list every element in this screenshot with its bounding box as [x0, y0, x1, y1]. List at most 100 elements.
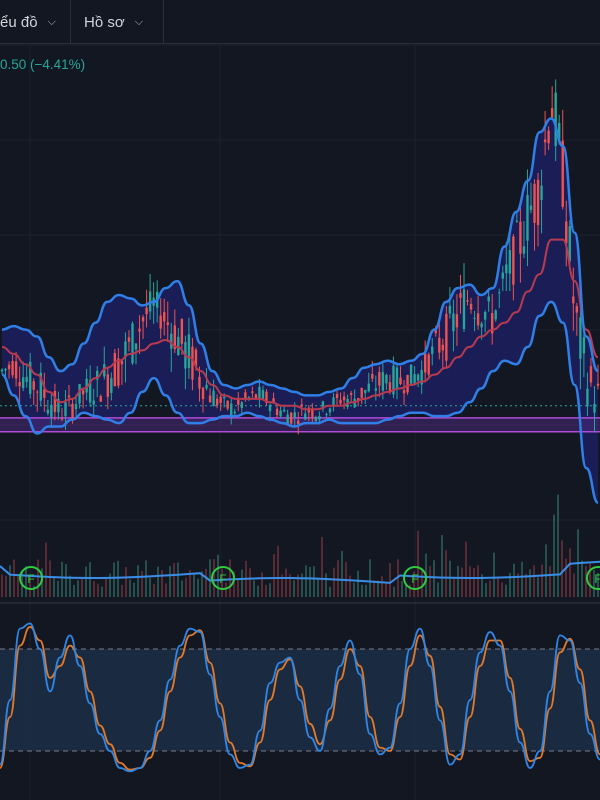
volume-bar: [201, 571, 203, 597]
candle-body: [529, 205, 533, 210]
candle-body: [21, 377, 25, 389]
candle-body: [67, 395, 71, 398]
volume-bar: [553, 514, 555, 597]
tab-chart[interactable]: ểu đồ ⌵: [0, 0, 56, 44]
tab-divider: [163, 0, 164, 44]
candle-body: [194, 349, 198, 367]
volume-bar: [173, 563, 175, 597]
candle-body: [381, 372, 385, 391]
volume-bar: [485, 583, 487, 597]
volume-bar: [393, 586, 395, 597]
price-pane[interactable]: [0, 79, 600, 504]
volume-bar: [117, 560, 119, 597]
candle-body: [159, 315, 162, 329]
stochastic-pane[interactable]: [0, 622, 600, 773]
volume-bar: [197, 578, 199, 597]
volume-bar: [285, 568, 287, 597]
volume-bar: [185, 577, 187, 597]
volume-bar: [473, 568, 475, 597]
tab-profile[interactable]: Hồ sơ ⌵: [84, 0, 143, 44]
candle-body: [71, 403, 74, 419]
candle-body: [526, 194, 529, 241]
candle-body: [293, 412, 296, 418]
candle-body: [282, 409, 286, 412]
volume-bar: [561, 540, 563, 597]
candle-body: [7, 364, 11, 370]
volume-bar: [369, 559, 371, 597]
volume-bar: [385, 583, 387, 597]
volume-bar: [449, 560, 451, 597]
candle-body: [508, 250, 512, 274]
volume-ma-line: [0, 560, 600, 584]
candle-body: [332, 397, 335, 407]
candle-body: [4, 368, 7, 371]
volume-bar: [405, 583, 407, 597]
volume-bar: [193, 574, 195, 597]
chevron-down-icon[interactable]: ⌵: [47, 15, 56, 28]
volume-bar: [469, 566, 471, 597]
bollinger-basis: [1, 238, 599, 411]
earnings-marker-label: F: [219, 572, 226, 586]
volume-bar: [365, 584, 367, 597]
volume-bar: [17, 574, 19, 597]
earnings-marker-icon: [211, 566, 235, 590]
candle-body: [392, 365, 395, 395]
volume-bar: [301, 573, 303, 597]
volume-bar: [217, 554, 219, 597]
volume-bar: [141, 570, 143, 597]
volume-bar: [53, 576, 55, 597]
volume-bar: [225, 582, 227, 597]
volume-bar: [277, 545, 279, 597]
volume-bar: [441, 534, 443, 597]
volume-bar: [445, 550, 447, 597]
candle-body: [233, 411, 236, 414]
volume-bar: [77, 580, 79, 597]
candle-body: [448, 305, 452, 314]
candle-body: [25, 376, 28, 383]
candle-body: [286, 414, 289, 425]
candle-body: [215, 398, 219, 406]
volume-bar: [213, 559, 215, 597]
volume-bar: [237, 578, 239, 597]
candle-body: [540, 185, 543, 200]
candle-body: [275, 408, 279, 416]
candle-body: [226, 400, 229, 409]
candle-body: [519, 221, 522, 254]
volume-bar: [257, 585, 259, 597]
volume-bar: [273, 554, 275, 597]
candle-body: [247, 397, 251, 399]
chevron-down-icon[interactable]: ⌵: [134, 15, 144, 28]
candle-body: [173, 325, 177, 350]
candle-body: [180, 319, 184, 344]
volume-bar: [145, 560, 147, 597]
earnings-marker-label: F: [594, 572, 600, 586]
candle-body: [258, 386, 261, 399]
volume-bar: [253, 580, 255, 597]
candle-body: [575, 306, 579, 313]
candle-body: [476, 313, 480, 326]
candle-body: [378, 372, 381, 386]
candle-body: [589, 366, 593, 383]
volume-bar: [409, 584, 411, 597]
candle-body: [568, 226, 571, 262]
candle-body: [39, 372, 42, 401]
candle-body: [356, 398, 360, 401]
volume-bar: [57, 580, 59, 597]
candle-body: [385, 374, 388, 384]
candle-body: [416, 374, 420, 381]
volume-bar: [5, 575, 7, 597]
candle-body: [131, 323, 134, 364]
candle-body: [237, 399, 240, 405]
volume-bar: [377, 580, 379, 597]
volume-bar: [433, 560, 435, 597]
volume-bar: [465, 541, 467, 597]
candle-body: [170, 333, 173, 349]
volume-bar: [389, 562, 391, 597]
volume-bar: [477, 565, 479, 597]
candle-body: [279, 410, 282, 417]
volume-bar: [157, 566, 159, 597]
candle-body: [406, 374, 409, 393]
candle-body: [60, 418, 64, 420]
candle-body: [289, 412, 293, 424]
